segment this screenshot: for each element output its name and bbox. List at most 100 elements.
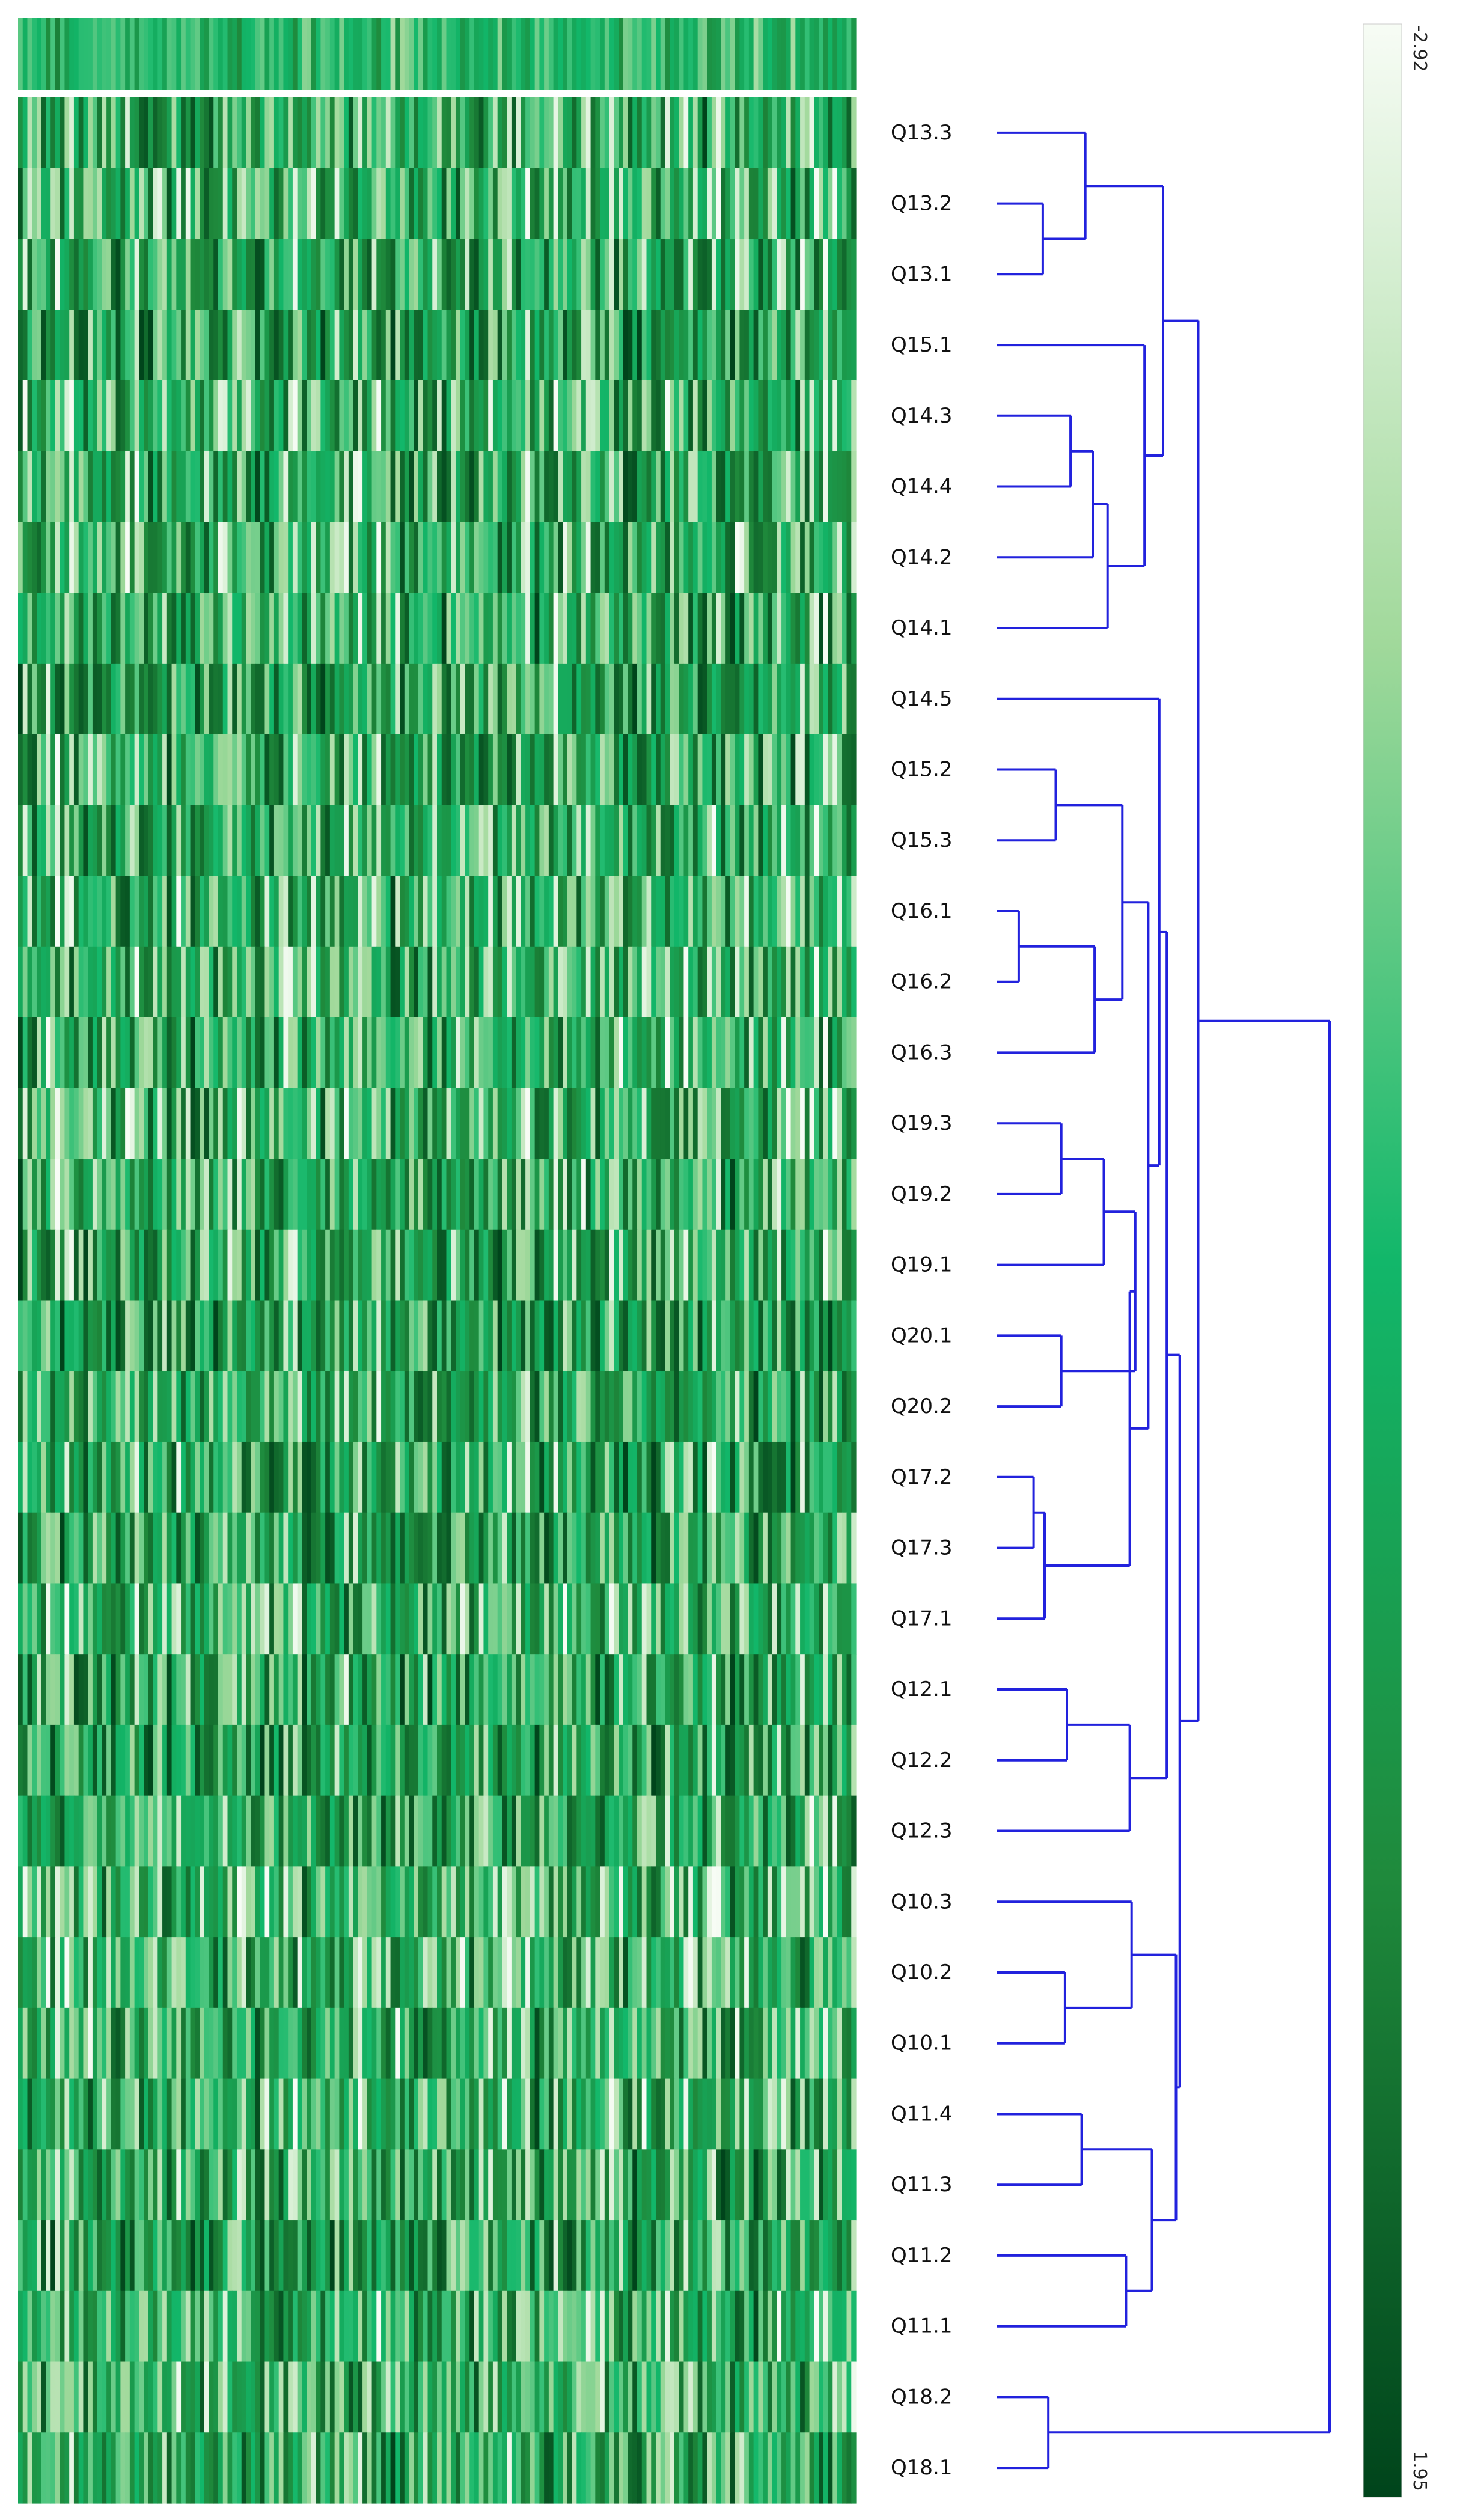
heatmap-cell (27, 1866, 32, 1938)
heatmap-cell (339, 310, 344, 381)
heatmap-cell (492, 593, 498, 664)
heatmap-cell (683, 1795, 689, 1867)
heatmap-cell (692, 663, 698, 735)
heatmap-cell (69, 522, 75, 593)
heatmap-cell (846, 1654, 852, 1725)
heatmap-cell (432, 1583, 438, 1655)
heatmap-cell (190, 97, 195, 169)
heatmap-cell (334, 946, 340, 1018)
heatmap-cell (511, 97, 517, 169)
heatmap-cell (441, 97, 447, 169)
heatmap-cell (497, 1017, 503, 1088)
heatmap-cell (651, 1229, 656, 1301)
heatmap-cell (353, 239, 358, 310)
heatmap-cell (628, 593, 633, 664)
heatmap-cell (371, 805, 377, 876)
heatmap-cell (83, 1583, 88, 1655)
heatmap-cell (804, 1300, 810, 1371)
heatmap-cell (115, 1866, 121, 1938)
heatmap-cell (200, 451, 205, 523)
heatmap-cell (153, 1724, 158, 1796)
heatmap-cell (316, 380, 321, 452)
heatmap-cell (316, 1371, 321, 1442)
heatmap-cell (292, 663, 298, 735)
heatmap-cell (753, 522, 759, 593)
heatmap-cell (176, 1371, 182, 1442)
heatmap-cell (651, 1583, 656, 1655)
summary-cell (115, 18, 121, 90)
heatmap-cell (697, 593, 703, 664)
heatmap-cell (600, 1441, 605, 1513)
summary-cell (269, 18, 275, 90)
heatmap-cell (725, 451, 731, 523)
heatmap-cell (400, 1159, 405, 1230)
heatmap-cell (521, 380, 526, 452)
heatmap-cell (590, 380, 596, 452)
heatmap-cell (320, 876, 326, 947)
heatmap-cell (414, 663, 419, 735)
heatmap-cell (260, 310, 266, 381)
heatmap-cell (451, 1795, 456, 1867)
heatmap-cell (339, 239, 344, 310)
heatmap-cell (236, 734, 242, 805)
heatmap-cell (362, 1088, 368, 1159)
heatmap-cell (222, 1937, 228, 2009)
heatmap-cell (292, 1512, 298, 1584)
heatmap-cell (385, 380, 391, 452)
heatmap-cell (563, 1654, 568, 1725)
heatmap-cell (278, 734, 284, 805)
heatmap-cell (227, 451, 233, 523)
heatmap-cell (227, 1724, 233, 1796)
heatmap-cell (166, 1583, 173, 1655)
heatmap-cell (525, 1583, 531, 1655)
heatmap-cell (190, 1866, 195, 1938)
heatmap-cell (777, 1441, 782, 1513)
heatmap-cell (748, 239, 754, 310)
heatmap-cell (744, 1583, 750, 1655)
heatmap-cell (414, 1441, 419, 1513)
heatmap-cell (692, 451, 698, 523)
heatmap-cell (344, 239, 349, 310)
heatmap-cell (539, 380, 545, 452)
heatmap-cell (492, 946, 498, 1018)
heatmap-cell (236, 946, 242, 1018)
heatmap-cell (851, 310, 857, 381)
heatmap-cell (385, 522, 391, 593)
heatmap-cell (679, 451, 685, 523)
heatmap-cell (251, 1300, 256, 1371)
heatmap-cell (772, 168, 777, 240)
heatmap-cell (251, 1512, 256, 1584)
summary-cell (41, 18, 47, 90)
heatmap-cell (329, 97, 335, 169)
heatmap-cell (232, 451, 237, 523)
heatmap-cell (73, 1724, 79, 1796)
heatmap-cell (697, 1512, 703, 1584)
heatmap-cell (246, 168, 251, 240)
heatmap-cell (334, 593, 340, 664)
heatmap-cell (60, 1724, 66, 1796)
heatmap-cell (632, 1441, 638, 1513)
heatmap-cell (804, 1088, 810, 1159)
heatmap-cell (69, 734, 75, 805)
heatmap-cell (171, 1795, 177, 1867)
heatmap-cell (465, 1229, 470, 1301)
summary-cell (646, 18, 652, 90)
summary-cell (36, 18, 42, 90)
heatmap-cell (344, 734, 349, 805)
heatmap-cell (437, 451, 442, 523)
heatmap-cell (832, 805, 838, 876)
heatmap-cell (804, 1159, 810, 1230)
heatmap-cell (614, 663, 619, 735)
heatmap-cell (437, 805, 442, 876)
heatmap-cell (581, 663, 587, 735)
heatmap-cell (241, 1017, 247, 1088)
heatmap-cell (362, 1371, 368, 1442)
heatmap-cell (716, 1441, 722, 1513)
heatmap-cell (502, 168, 507, 240)
heatmap-cell (637, 1088, 643, 1159)
heatmap-cell (488, 451, 493, 523)
heatmap-cell (46, 1583, 51, 1655)
heatmap-cell (102, 593, 107, 664)
heatmap-cell (460, 97, 466, 169)
heatmap-cell (781, 876, 787, 947)
